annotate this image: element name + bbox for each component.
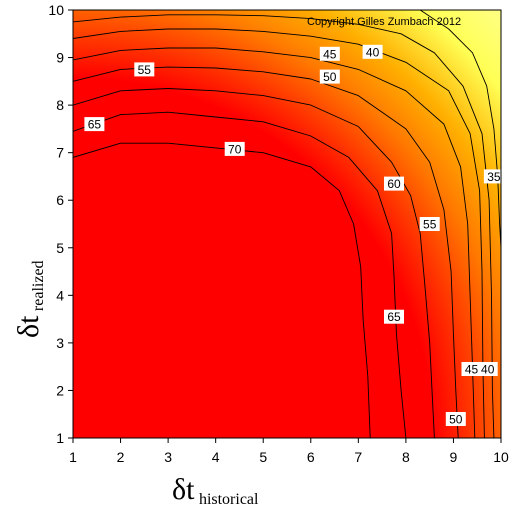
contour-label-50: 50 bbox=[445, 412, 466, 427]
contour-label-background bbox=[384, 309, 404, 324]
x-tick-label: 8 bbox=[402, 449, 410, 465]
x-tick-label: 3 bbox=[164, 449, 172, 465]
contour-label-text: 55 bbox=[423, 218, 437, 232]
y-tick-label: 1 bbox=[56, 430, 64, 446]
contour-label-background bbox=[84, 117, 105, 132]
contour-label-text: 60 bbox=[387, 177, 401, 191]
y-tick-label: 10 bbox=[48, 2, 64, 18]
y-axis-title-subscript: realized bbox=[30, 260, 47, 311]
contour-label-background bbox=[319, 46, 340, 61]
y-tick-label: 2 bbox=[56, 382, 64, 398]
y-axis-title: δt realized bbox=[12, 260, 47, 338]
contour-label-40: 40 bbox=[477, 362, 498, 377]
contour-label-background bbox=[419, 217, 440, 231]
contour-line-65 bbox=[73, 111, 407, 438]
contour-line-35 bbox=[419, 10, 501, 248]
contour-label-background bbox=[461, 362, 482, 376]
x-tick-label: 1 bbox=[69, 449, 77, 465]
contour-label-text: 45 bbox=[323, 47, 337, 61]
contour-label-text: 55 bbox=[138, 63, 152, 77]
y-axis-title-symbol: δt bbox=[12, 315, 45, 338]
y-axis: 1 2 3 4 5 6 7 8 9 10 bbox=[48, 2, 73, 446]
copyright-text: Copyright Gilles Zumbach 2012 bbox=[307, 16, 461, 28]
x-axis-title: δt historical bbox=[172, 473, 259, 508]
y-tick-label: 9 bbox=[56, 50, 64, 66]
y-tick-label: 6 bbox=[56, 192, 64, 208]
contour-label-text: 50 bbox=[323, 70, 337, 84]
contour-label-45: 45 bbox=[319, 46, 340, 61]
y-tick-label: 4 bbox=[56, 287, 64, 303]
contour-label-background bbox=[362, 44, 383, 59]
y-tick-label: 3 bbox=[56, 335, 64, 351]
contour-label-55: 55 bbox=[419, 217, 440, 232]
contour-label-text: 65 bbox=[88, 118, 102, 132]
contour-label-text: 50 bbox=[449, 413, 463, 427]
y-tick-label: 7 bbox=[56, 145, 64, 161]
contour-label-background bbox=[384, 176, 404, 191]
contour-label-60: 60 bbox=[384, 176, 404, 191]
contour-line-55 bbox=[73, 66, 459, 438]
contour-label-50: 50 bbox=[319, 69, 340, 84]
contour-label-40: 40 bbox=[362, 44, 383, 59]
contour-label-70: 70 bbox=[224, 141, 245, 156]
contour-label-background bbox=[319, 69, 340, 84]
contour-label-text: 40 bbox=[481, 363, 495, 377]
x-axis-title-symbol: δt bbox=[172, 473, 195, 506]
contour-label-background bbox=[483, 169, 504, 184]
contour-line-70 bbox=[73, 142, 371, 438]
y-tick-label: 5 bbox=[56, 240, 64, 256]
x-axis: 1 2 3 4 5 6 7 8 9 10 bbox=[69, 438, 509, 465]
contour-line-60 bbox=[73, 88, 435, 438]
x-tick-label: 5 bbox=[259, 449, 267, 465]
contour-label-background bbox=[134, 62, 155, 77]
x-tick-label: 2 bbox=[117, 449, 125, 465]
contour-label-65: 65 bbox=[84, 117, 105, 132]
contour-label-text: 35 bbox=[487, 170, 501, 184]
x-axis-title-subscript: historical bbox=[199, 491, 259, 508]
plot-frame bbox=[72, 9, 502, 439]
x-tick-label: 9 bbox=[450, 449, 458, 465]
contour-label-background bbox=[445, 412, 466, 426]
contour-label-background bbox=[477, 362, 498, 376]
y-tick-label: 8 bbox=[56, 97, 64, 113]
contour-label-background bbox=[224, 141, 245, 156]
x-tick-label: 7 bbox=[354, 449, 362, 465]
x-tick-label: 4 bbox=[212, 449, 220, 465]
x-tick-label: 10 bbox=[493, 449, 509, 465]
contour-label-text: 70 bbox=[228, 142, 242, 156]
contour-label-text: 65 bbox=[387, 310, 401, 324]
contour-label-45: 45 bbox=[461, 362, 482, 377]
contour-line-50 bbox=[73, 47, 476, 438]
x-tick-label: 6 bbox=[307, 449, 315, 465]
contour-label-55: 55 bbox=[134, 62, 155, 77]
contour-line-40 bbox=[73, 14, 495, 438]
contour-label-text: 40 bbox=[366, 45, 380, 59]
contour-label-35: 35 bbox=[483, 169, 504, 184]
contour-label-65: 65 bbox=[384, 309, 404, 324]
contour-label-text: 45 bbox=[465, 363, 479, 377]
